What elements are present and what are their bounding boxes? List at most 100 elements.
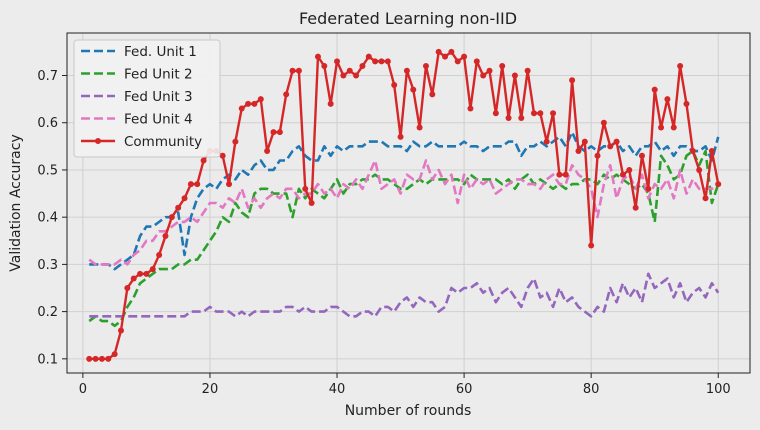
data-point-community — [130, 275, 137, 282]
data-point-community — [187, 181, 194, 188]
legend-label-fed-unit-2: Fed Unit 2 — [124, 67, 193, 83]
data-point-community — [486, 67, 493, 74]
x-tick-label: 0 — [79, 382, 87, 397]
data-point-community — [321, 63, 328, 70]
data-point-community — [600, 119, 607, 126]
data-point-community — [92, 355, 99, 362]
x-tick-label: 20 — [202, 382, 219, 397]
data-point-community — [556, 171, 563, 178]
data-point-community — [111, 351, 118, 358]
data-point-community — [708, 148, 715, 155]
data-point-community — [626, 166, 633, 173]
data-point-community — [422, 63, 429, 70]
data-point-community — [442, 53, 449, 60]
y-tick-label: 0.4 — [37, 211, 58, 226]
data-point-community — [632, 204, 639, 211]
data-point-community — [575, 148, 582, 155]
data-point-community — [372, 58, 379, 65]
x-tick-label: 60 — [456, 382, 473, 397]
legend-label-fed-unit-1: Fed. Unit 1 — [124, 44, 197, 60]
data-point-community — [524, 67, 531, 74]
y-tick-label: 0.5 — [37, 163, 58, 178]
data-point-community — [416, 124, 423, 131]
data-point-community — [569, 77, 576, 84]
data-point-community — [327, 100, 334, 107]
data-point-community — [365, 53, 372, 60]
data-point-community — [118, 327, 125, 334]
data-point-community — [658, 124, 665, 131]
data-point-community — [124, 285, 131, 291]
data-point-community — [194, 181, 201, 188]
data-point-community — [435, 48, 442, 55]
data-point-community — [226, 181, 233, 188]
y-axis: 0.1 0.2 0.3 0.4 0.5 0.6 0.7 — [37, 69, 67, 367]
chart-title: Federated Learning non-IID — [299, 9, 517, 28]
data-point-community — [492, 110, 499, 117]
data-point-community — [530, 110, 537, 117]
data-point-community — [581, 138, 588, 145]
data-point-community — [499, 63, 506, 70]
data-point-community — [149, 266, 156, 273]
x-axis: 0 20 40 60 80 100 — [79, 373, 731, 397]
data-point-community — [448, 48, 455, 55]
data-point-community — [251, 100, 258, 107]
x-tick-label: 100 — [706, 382, 731, 397]
data-point-community — [543, 138, 550, 145]
data-point-community — [461, 53, 468, 60]
data-point-community — [683, 100, 690, 107]
data-point-community — [181, 195, 188, 202]
data-point-community — [257, 96, 264, 103]
data-point-community — [664, 96, 671, 103]
series-layer — [86, 48, 722, 362]
legend-box — [73, 39, 221, 158]
data-point-community — [473, 58, 480, 65]
data-point-community — [397, 133, 404, 140]
data-point-community — [353, 72, 360, 79]
data-point-community — [588, 242, 595, 249]
data-point-community — [302, 185, 309, 192]
grid — [67, 33, 750, 373]
legend-label-fed-unit-3: Fed Unit 3 — [124, 89, 193, 105]
data-point-community — [295, 67, 302, 74]
data-point-community — [537, 110, 544, 117]
data-point-community — [245, 100, 252, 107]
data-point-community — [314, 53, 321, 60]
data-point-community — [410, 86, 417, 93]
data-point-community — [562, 171, 569, 178]
data-point-community — [359, 63, 366, 70]
data-point-community — [162, 233, 169, 240]
data-point-community — [238, 105, 245, 112]
data-point-community — [613, 138, 620, 145]
data-point-community — [715, 181, 722, 188]
y-tick-label: 0.1 — [37, 352, 58, 367]
data-point-community — [480, 72, 487, 79]
y-tick-label: 0.6 — [37, 116, 58, 131]
data-point-community — [550, 110, 557, 117]
data-point-community — [689, 148, 696, 155]
y-tick-label: 0.2 — [37, 305, 58, 320]
data-point-community — [696, 166, 703, 173]
data-point-community — [677, 63, 684, 70]
data-point-community — [308, 200, 315, 206]
data-point-community — [200, 157, 207, 164]
legend: Fed. Unit 1 Fed Unit 2 Fed Unit 3 Fed Unit … — [73, 39, 221, 158]
data-point-community — [505, 115, 512, 121]
data-point-community — [168, 214, 175, 221]
data-point-community — [391, 81, 398, 88]
legend-label-fed-unit-4: Fed Unit 4 — [124, 112, 193, 128]
data-point-community — [384, 58, 391, 65]
data-point-community — [518, 115, 525, 121]
legend-marker-community — [95, 138, 101, 144]
data-point-community — [403, 67, 410, 74]
data-point-community — [143, 270, 150, 277]
data-point-community — [429, 91, 436, 98]
data-point-community — [454, 58, 461, 65]
data-point-community — [219, 152, 226, 159]
data-point-community — [137, 270, 144, 277]
data-point-community — [156, 251, 163, 258]
data-point-community — [175, 204, 182, 211]
data-point-community — [638, 152, 645, 159]
x-axis-title: Number of rounds — [345, 403, 472, 419]
y-tick-label: 0.3 — [37, 258, 58, 273]
